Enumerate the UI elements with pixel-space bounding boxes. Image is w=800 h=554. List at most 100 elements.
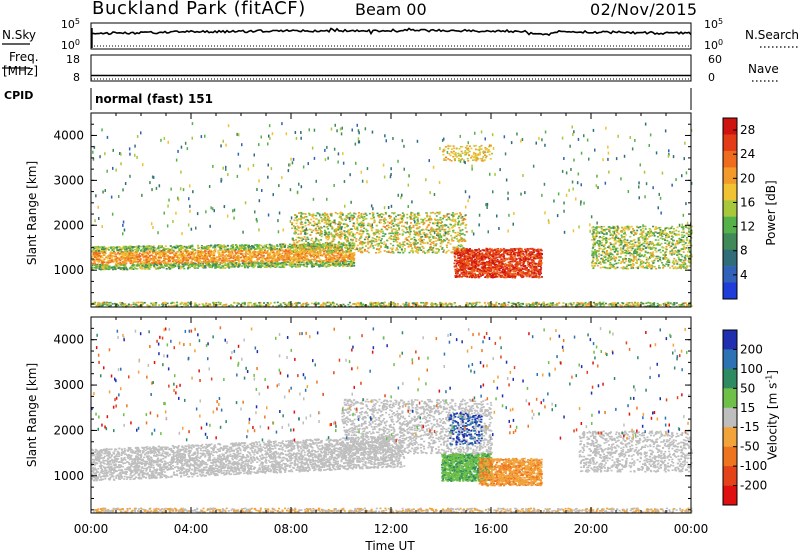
power-echo [256,252,259,255]
power-echo [358,212,360,214]
power-echo [273,257,276,260]
power-echo [334,223,337,225]
power-echo [290,264,293,267]
power-echo [132,259,135,261]
power-echo [311,264,314,267]
power-echo [282,263,284,266]
power-echo [250,258,253,261]
power-echo [230,262,233,264]
power-echo [406,217,409,219]
power-echo [207,251,210,253]
power-echo [109,261,112,263]
power-echo [236,256,239,258]
power-echo [319,265,322,267]
power-echo [437,239,440,242]
power-echo [159,254,162,256]
power-echo [394,223,397,226]
power-echo [428,239,431,241]
power-echo [269,245,272,248]
power-echo [422,233,425,235]
power-echo [296,236,299,239]
power-echo [302,259,305,262]
power-echo [214,248,217,250]
power-echo [352,214,355,217]
power-echo [540,257,543,260]
power-echo [137,245,140,247]
power-echo [148,258,151,260]
power-echo [296,265,299,268]
power-echo [148,250,151,253]
power-echo [291,245,294,247]
power-echo [321,261,324,264]
power-echo [204,250,207,253]
power-echo [141,265,144,267]
power-echo [275,252,278,254]
power-echo [327,220,330,222]
power-echo [360,251,363,253]
power-echo [369,244,372,247]
power-echo [416,226,419,229]
power-echo [412,241,415,244]
power-echo [319,233,322,236]
power-echo [197,250,200,252]
power-echo [451,240,454,242]
power-echo [202,264,205,266]
power-echo [330,246,332,249]
power-echo [124,267,127,269]
power-echo [99,256,102,259]
power-echo [343,232,346,234]
power-echo [159,261,162,264]
power-echo [540,267,543,269]
power-echo [390,215,392,218]
power-echo [301,248,304,250]
power-echo [230,260,233,262]
power-echo [232,246,235,248]
power-echo [259,249,262,252]
power-echo [256,251,259,253]
power-echo [337,223,340,226]
power-echo [293,254,296,256]
power-echo [250,246,253,248]
power-echo [454,259,456,262]
power-echo [300,249,303,252]
power-echo [212,260,214,263]
power-echo [182,265,185,267]
power-echo [363,213,365,216]
power-echo [145,258,148,261]
power-echo [266,266,269,268]
power-echo [225,246,228,248]
power-echo [457,217,460,220]
power-echo [226,266,229,268]
power-echo [287,258,290,261]
power-echo [331,226,334,229]
power-echo [410,238,412,240]
power-echo [426,212,428,215]
power-echo [103,258,106,260]
power-echo [348,241,351,244]
power-echo [350,249,353,252]
power-echo [313,243,316,245]
power-echo [351,261,354,264]
power-echo [413,230,415,232]
power-echo [144,252,147,254]
power-echo [349,212,352,214]
power-echo [133,251,136,254]
power-echo [131,257,134,259]
power-echo [479,263,482,265]
power-echo [244,254,247,256]
power-echo [380,213,383,215]
power-echo [332,250,334,253]
power-echo [395,229,398,232]
power-echo [157,262,160,264]
power-echo [354,248,357,251]
power-echo [147,268,150,270]
power-echo [191,265,194,268]
power-echo [139,262,142,264]
power-echo [286,250,289,252]
power-echo [297,233,300,235]
power-echo [125,248,128,250]
power-echo [296,264,299,266]
power-echo [121,267,124,269]
power-echo [122,251,125,253]
power-echo [315,214,318,217]
